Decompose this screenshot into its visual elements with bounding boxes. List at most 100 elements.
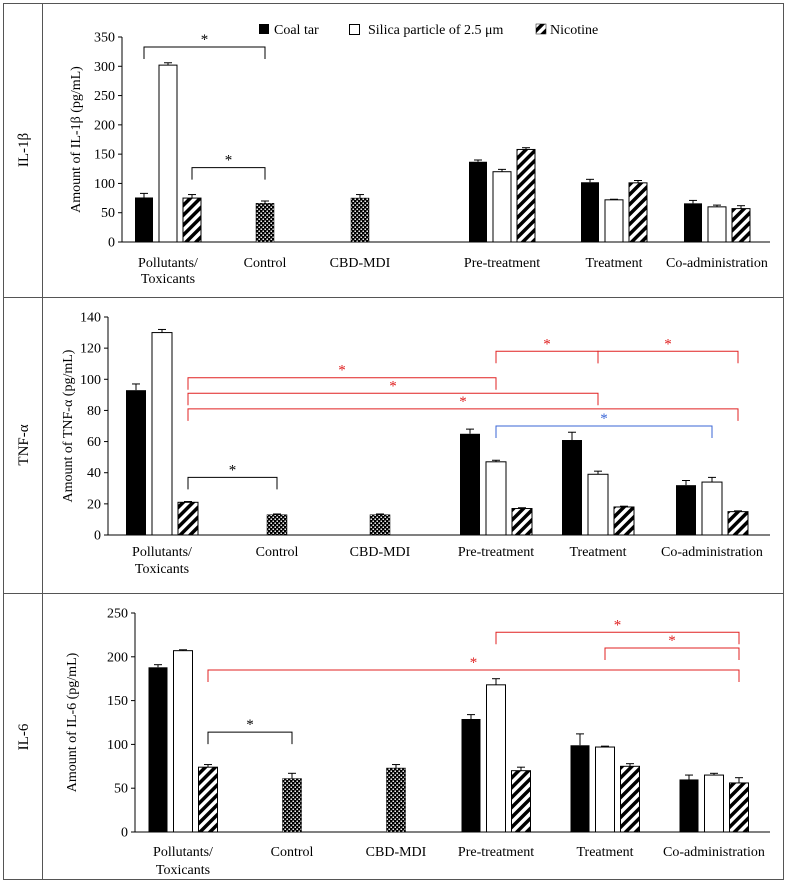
chart-panel-tnfa: 0 20 40 60 80 100 120 140 Amount of TNF-α (pg/mL… bbox=[61, 311, 770, 577]
significance-bracket bbox=[604, 647, 740, 661]
significance-star: * bbox=[543, 336, 551, 352]
y-tick-label: 100 bbox=[94, 177, 115, 192]
bar-silica bbox=[486, 684, 506, 833]
category-label: Control bbox=[271, 845, 314, 860]
bar-single bbox=[266, 514, 288, 536]
y-tick-label: 200 bbox=[94, 118, 115, 133]
category-label: Pre-treatment bbox=[458, 845, 534, 860]
category-label: Co-administration bbox=[663, 845, 765, 860]
legend-swatch-silica bbox=[349, 24, 360, 35]
y-tick-label: 300 bbox=[94, 60, 115, 75]
bar-nicotine bbox=[613, 506, 635, 536]
bar-silica bbox=[151, 332, 173, 536]
bar-nicotine bbox=[620, 765, 640, 833]
category-label: Co-administration bbox=[661, 545, 763, 560]
row-label-il1b: IL-1β bbox=[16, 133, 32, 167]
bar-single bbox=[350, 197, 370, 243]
row-label-il6: IL-6 bbox=[16, 723, 32, 750]
bar-silica bbox=[492, 171, 512, 243]
bar-coal-tar bbox=[562, 440, 582, 535]
legend-label-nicotine: Nicotine bbox=[550, 23, 598, 38]
bar-coal-tar bbox=[469, 161, 487, 242]
bar-silica bbox=[704, 774, 724, 833]
y-tick-label: 120 bbox=[80, 342, 101, 357]
bar-silica bbox=[158, 64, 178, 243]
y-tick-label: 0 bbox=[108, 236, 115, 251]
bar-coal-tar bbox=[135, 197, 153, 242]
category-label: Pre-treatment bbox=[458, 545, 534, 560]
bar-coal-tar bbox=[148, 667, 168, 832]
significance-star: * bbox=[201, 32, 209, 48]
bar-single bbox=[369, 514, 391, 536]
bar-coal-tar bbox=[570, 745, 590, 832]
bar-coal-tar bbox=[460, 433, 480, 535]
legend-swatch-nicotine bbox=[535, 23, 547, 35]
y-tick-label: 150 bbox=[94, 148, 115, 163]
category-label: Co-administration bbox=[666, 256, 768, 271]
category-label: Treatment bbox=[585, 256, 642, 271]
bar-single bbox=[386, 767, 406, 833]
significance-star: * bbox=[225, 153, 233, 169]
bar-nicotine bbox=[182, 197, 202, 243]
bar-nicotine bbox=[628, 182, 648, 243]
legend: Coal tar Silica particle of 2.5 μm Nicot… bbox=[259, 23, 598, 38]
y-tick-label: 50 bbox=[101, 206, 115, 221]
legend-label-silica: Silica particle of 2.5 μm bbox=[368, 23, 504, 38]
bar-nicotine bbox=[511, 508, 533, 536]
y-tick-label: 250 bbox=[94, 89, 115, 104]
table-frame bbox=[3, 3, 784, 880]
bar-silica bbox=[701, 481, 723, 536]
y-tick-label: 250 bbox=[107, 607, 128, 622]
significance-bracket bbox=[207, 731, 293, 745]
significance-star: * bbox=[229, 462, 237, 478]
category-label: Toxicants bbox=[156, 863, 210, 878]
bar-coal-tar bbox=[676, 485, 696, 535]
significance-star: * bbox=[664, 336, 672, 352]
significance-bracket bbox=[597, 350, 739, 364]
legend-label-coal-tar: Coal tar bbox=[274, 23, 319, 38]
y-tick-label: 50 bbox=[114, 782, 128, 797]
category-label: Control bbox=[244, 256, 287, 271]
bar-nicotine bbox=[516, 148, 536, 243]
category-label: CBD-MDI bbox=[366, 845, 427, 860]
y-tick-label: 200 bbox=[107, 650, 128, 665]
bar-coal-tar bbox=[679, 779, 699, 832]
significance-star: * bbox=[459, 394, 467, 410]
bar-silica bbox=[707, 206, 727, 243]
bar-coal-tar bbox=[684, 203, 702, 242]
bar-silica bbox=[485, 461, 507, 536]
significance-bracket bbox=[495, 425, 713, 438]
row-label-tnfa: TNF-α bbox=[16, 424, 32, 465]
category-label: Treatment bbox=[576, 845, 633, 860]
significance-star: * bbox=[470, 655, 478, 671]
category-label: Control bbox=[256, 545, 299, 560]
category-label: Pollutants/ bbox=[138, 256, 198, 271]
bar-silica bbox=[595, 746, 615, 833]
significance-bracket bbox=[207, 669, 740, 682]
category-label: Toxicants bbox=[135, 562, 189, 577]
significance-star: * bbox=[246, 717, 254, 733]
category-label: CBD-MDI bbox=[350, 545, 411, 560]
bar-coal-tar bbox=[581, 182, 599, 242]
chart-panel-il6: 0 50 100 150 200 250 Amount of IL-6 (pg/mL) Pol… bbox=[65, 607, 770, 878]
bar-nicotine bbox=[198, 766, 218, 833]
significance-bracket bbox=[187, 377, 497, 390]
bar-nicotine bbox=[177, 501, 199, 536]
y-tick-label: 0 bbox=[94, 529, 101, 544]
category-label: CBD-MDI bbox=[330, 256, 391, 271]
category-label: Pollutants/ bbox=[132, 545, 192, 560]
bar-silica bbox=[587, 473, 609, 536]
y-tick-label: 150 bbox=[107, 694, 128, 709]
significance-star: * bbox=[600, 411, 608, 427]
y-tick-label: 80 bbox=[87, 404, 101, 419]
category-label: Treatment bbox=[569, 545, 626, 560]
y-axis-label: Amount of IL-6 (pg/mL) bbox=[65, 652, 80, 792]
bar-single bbox=[282, 778, 302, 833]
y-tick-label: 40 bbox=[87, 466, 101, 481]
y-tick-label: 20 bbox=[87, 497, 101, 512]
category-label: Pre-treatment bbox=[464, 256, 540, 271]
y-tick-label: 100 bbox=[107, 738, 128, 753]
significance-bracket bbox=[143, 46, 266, 59]
y-tick-label: 0 bbox=[121, 826, 128, 841]
